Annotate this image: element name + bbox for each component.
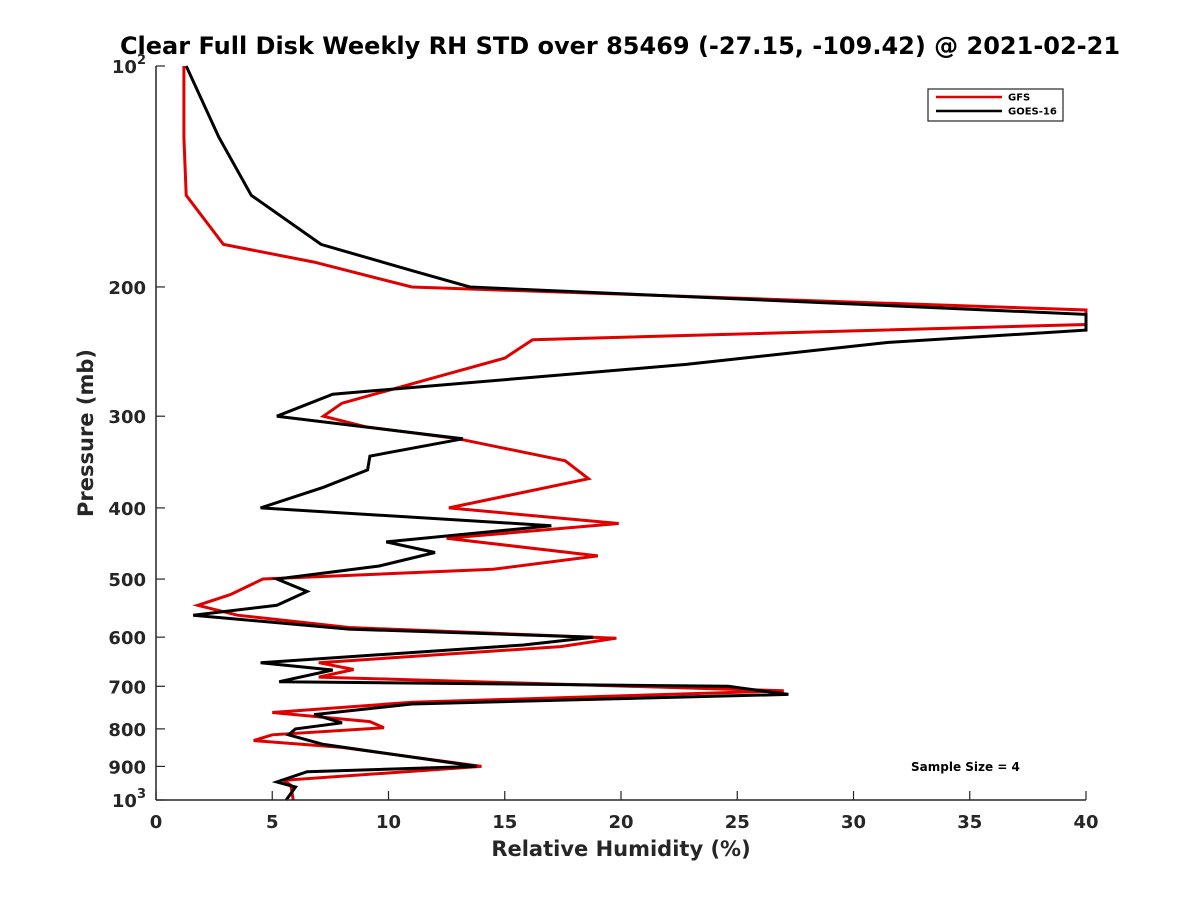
y-tick-label: 500	[108, 570, 146, 591]
x-tick-label: 0	[150, 812, 163, 833]
legend-label-gfs: GFS	[1008, 93, 1030, 104]
x-axis-label: Relative Humidity (%)	[491, 837, 750, 861]
x-tick-label: 10	[376, 812, 401, 833]
sample-size-annotation: Sample Size = 4	[911, 760, 1020, 774]
x-tick-label: 25	[725, 812, 750, 833]
x-tick-label: 15	[492, 812, 517, 833]
y-axis-label: Pressure (mb)	[74, 349, 98, 517]
y-tick-label: 900	[108, 757, 146, 778]
x-tick-label: 40	[1073, 812, 1098, 833]
legend-label-goes16: GOES-16	[1008, 107, 1057, 118]
legend-box	[927, 88, 1064, 122]
y-tick-label: 800	[108, 720, 146, 741]
series-line-goes16	[184, 65, 1088, 801]
y-tick-label: 102	[112, 53, 146, 78]
y-ticks: 102 200 300 400 500 600 700 800 900 103	[108, 53, 165, 812]
plot-area	[156, 66, 1086, 800]
chart-title: Clear Full Disk Weekly RH STD over 85469…	[120, 32, 1120, 60]
x-tick-label: 5	[266, 812, 279, 833]
y-tick-label: 300	[108, 407, 146, 428]
series-layer	[182, 65, 1088, 801]
y-tick-label: 600	[108, 628, 146, 649]
y-tick-label: 200	[108, 278, 146, 299]
legend: GFS GOES-16	[927, 88, 1064, 122]
y-tick-label: 103	[112, 787, 146, 812]
x-ticks: 0 5 10 15 20 25 30 35 40	[150, 791, 1099, 833]
y-tick-label: 400	[108, 499, 146, 520]
x-tick-label: 20	[608, 812, 633, 833]
x-tick-label: 30	[841, 812, 866, 833]
y-tick-label: 700	[108, 677, 146, 698]
x-tick-label: 35	[957, 812, 982, 833]
